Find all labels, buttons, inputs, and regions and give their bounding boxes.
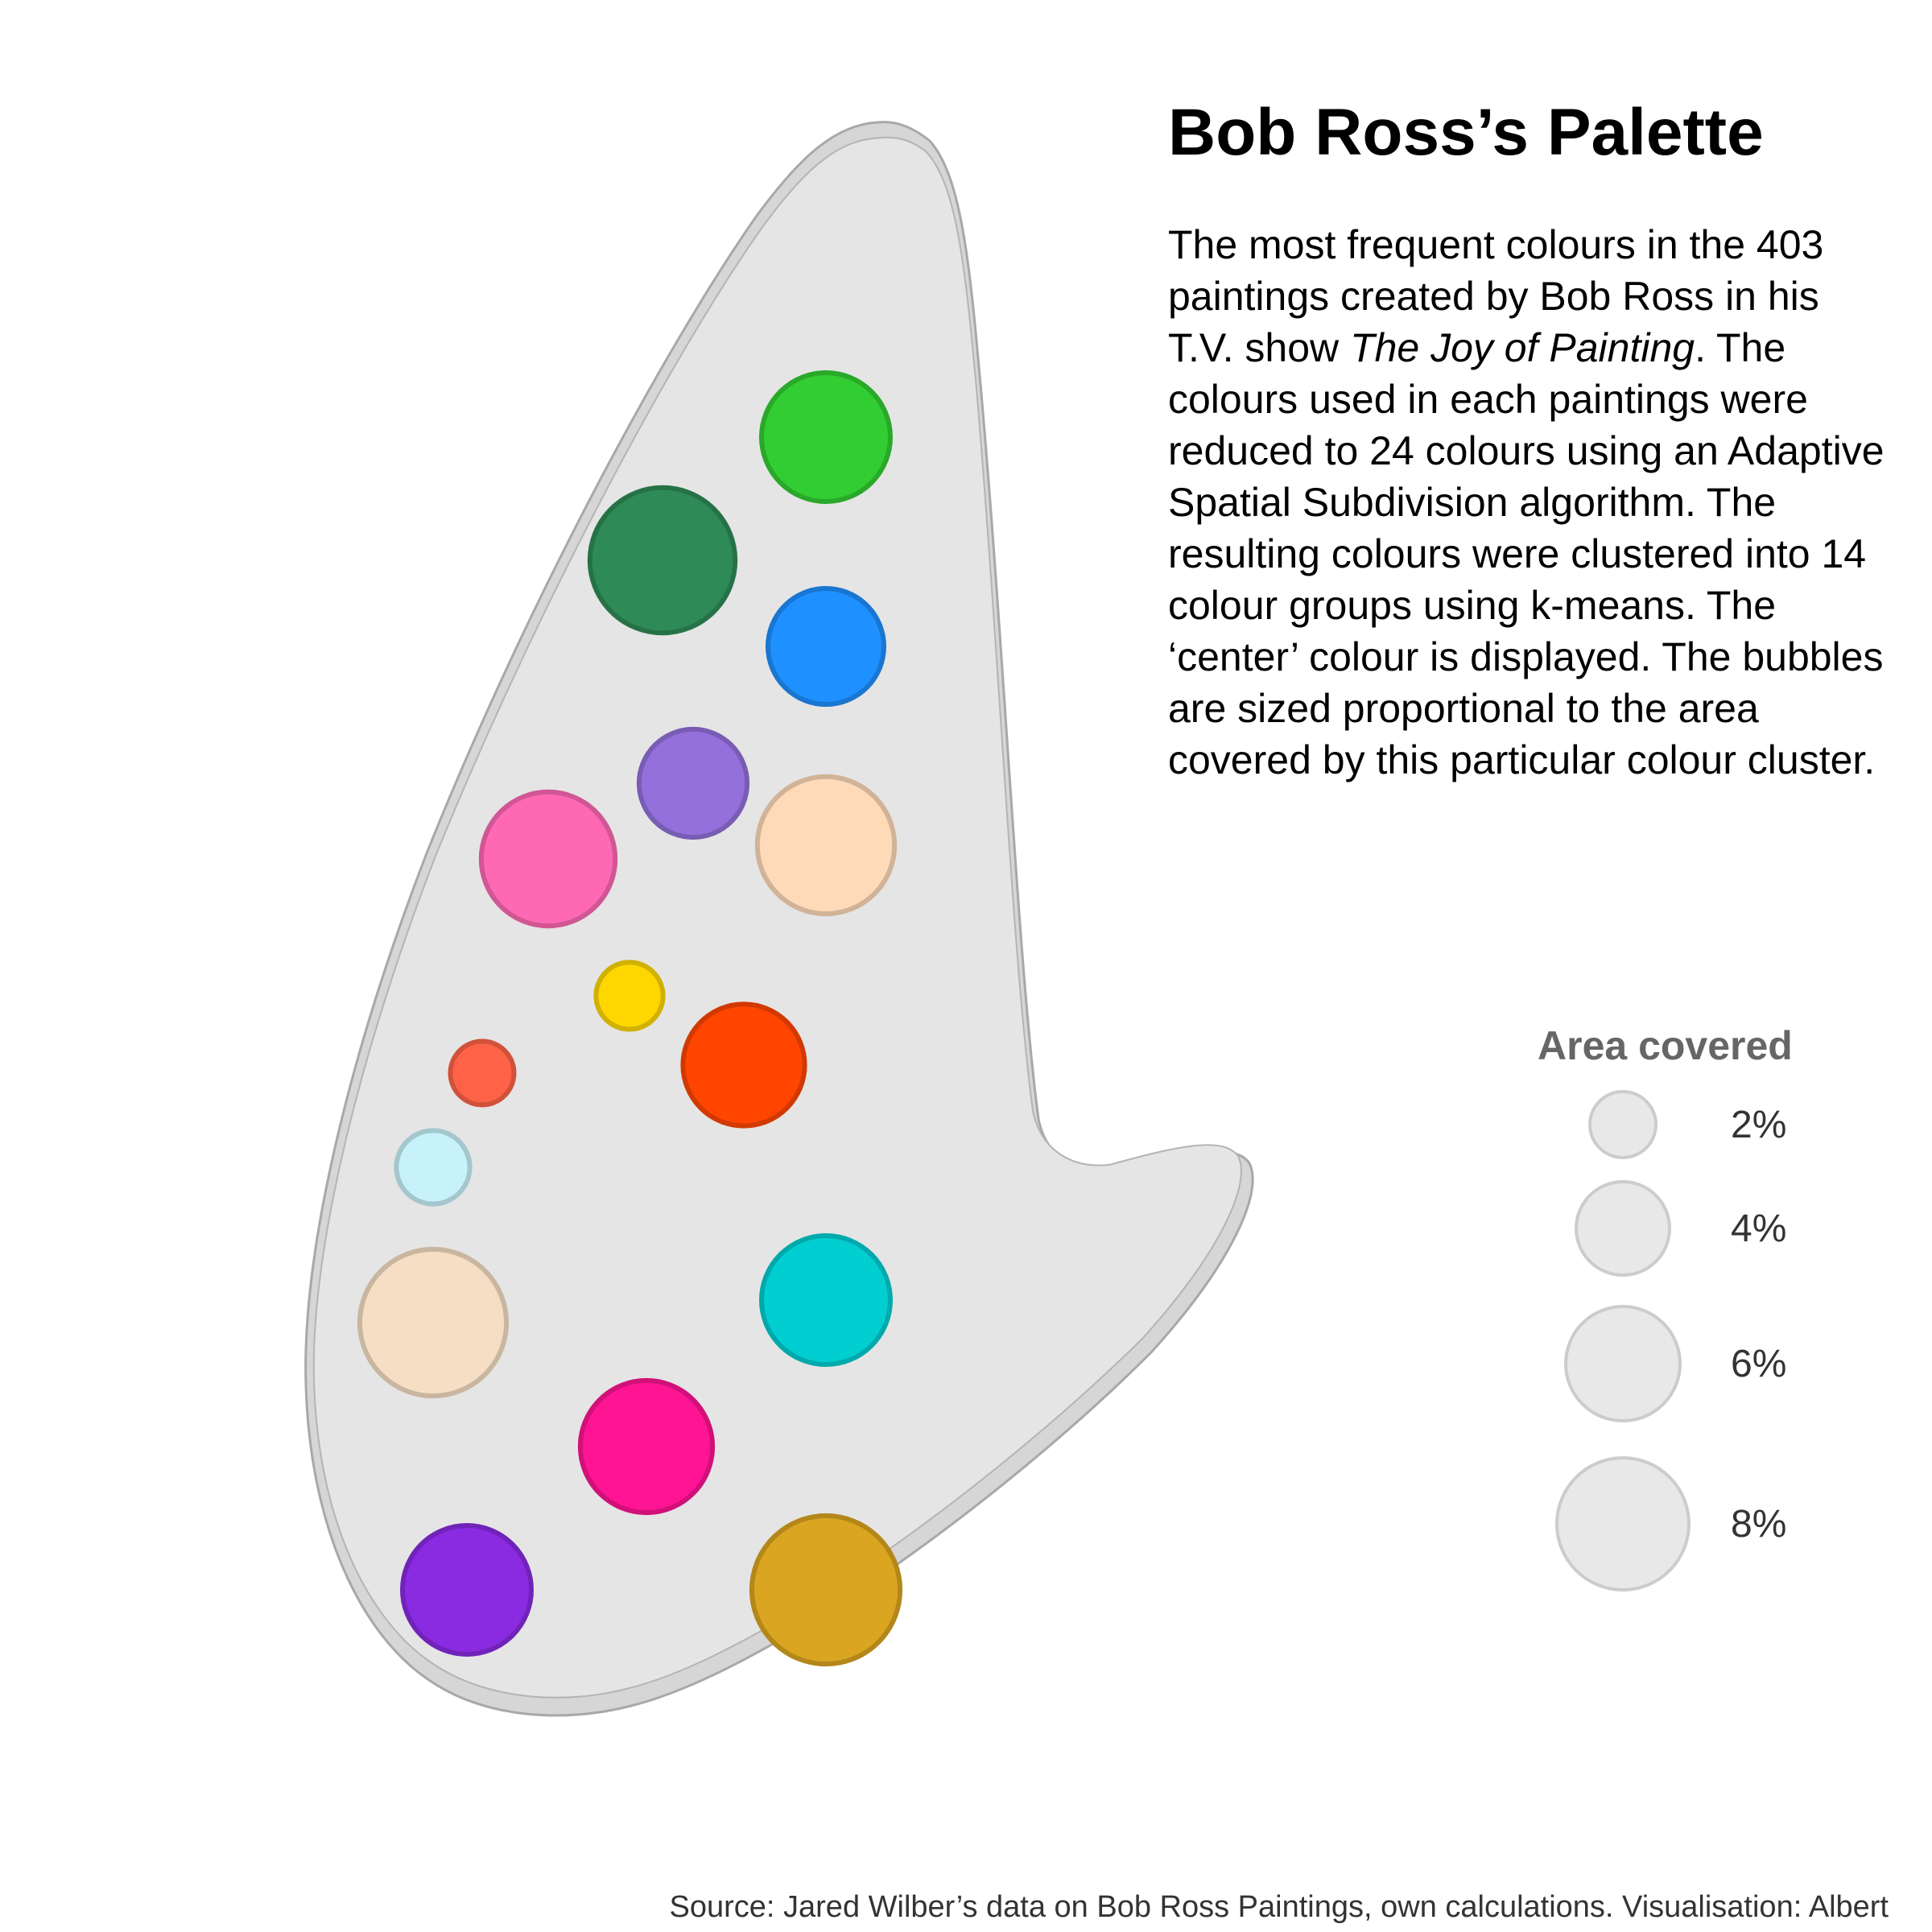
colour-bubble-9: [680, 1001, 807, 1129]
colour-bubble-12: [759, 1233, 893, 1367]
legend-circle-8: [1555, 1456, 1690, 1591]
colour-bubble-7: [593, 960, 666, 1032]
colour-bubble-11: [357, 1246, 510, 1399]
colour-bubble-6: [754, 774, 898, 917]
colour-bubble-10: [394, 1128, 473, 1207]
colour-bubble-15: [749, 1513, 903, 1667]
colour-bubble-8: [448, 1038, 517, 1108]
chart-description: The most frequent colours in the 403 pai…: [1168, 219, 1893, 786]
legend-circle-6: [1564, 1305, 1682, 1422]
description-text-2: . The colours used in each paintings wer…: [1168, 325, 1885, 782]
legend-circle-4: [1575, 1180, 1671, 1277]
description-text-1: The most frequent colours in the 403 pai…: [1168, 222, 1824, 370]
legend-label-6: 6%: [1731, 1343, 1786, 1385]
legend-label-2: 2%: [1731, 1104, 1786, 1146]
show-title: The Joy of Painting: [1350, 325, 1695, 370]
legend-circle-2: [1588, 1090, 1657, 1159]
legend-label-4: 4%: [1731, 1208, 1786, 1250]
bubbles-layer: [357, 370, 903, 1667]
source-note: Source: Jared Wilber’s data on Bob Ross …: [669, 1890, 1889, 1924]
legend-label-8: 8%: [1731, 1503, 1786, 1546]
palette-surface: [312, 136, 1242, 1699]
legend-title: Area covered: [1538, 1023, 1793, 1068]
page-title: Bob Ross’s Palette: [1168, 96, 1764, 169]
palette-shape: [304, 121, 1254, 1717]
colour-bubble-5: [478, 789, 618, 929]
legend-circles: 2% 4% 6% 8%: [1555, 1090, 1786, 1591]
colour-bubble-13: [577, 1377, 716, 1516]
colour-bubble-2: [587, 485, 738, 636]
colour-bubble-1: [759, 370, 893, 504]
colour-bubble-3: [766, 586, 886, 707]
colour-bubble-4: [636, 726, 750, 840]
colour-bubble-14: [400, 1523, 534, 1657]
